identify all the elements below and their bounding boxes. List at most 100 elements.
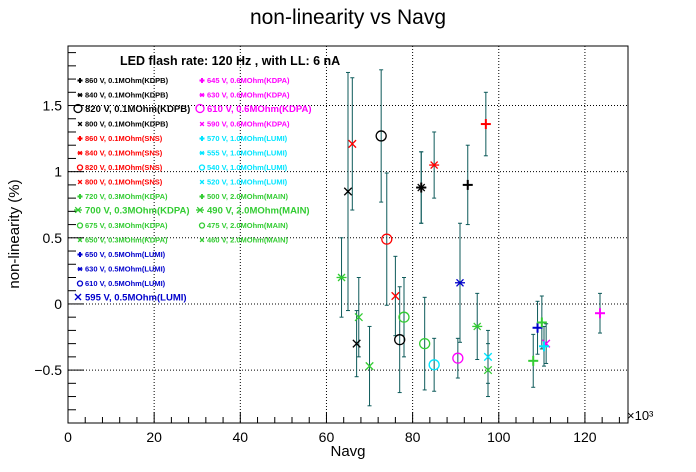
legend-marker	[199, 92, 205, 98]
legend-entry-label: 800 V, 0.1MOhm(SNS)	[85, 178, 163, 187]
plot-frame	[67, 45, 629, 424]
data-point	[354, 312, 363, 322]
legend-entry-label: 860 V, 0.1MOhm(SNS)	[85, 134, 163, 143]
data-point	[348, 139, 357, 149]
legend-entry-label: 555 V, 1.0MOhm(LUMI)	[207, 149, 288, 158]
legend-marker	[76, 164, 84, 171]
x-tick-label: 0	[64, 429, 72, 445]
data-point	[416, 183, 427, 192]
legend-entry-label: 570 V, 1.0MOhm(LUMI)	[207, 134, 288, 143]
error-bar	[379, 69, 384, 203]
legend-marker	[77, 136, 83, 141]
legend-marker	[77, 92, 83, 98]
legend-entry-label: 650 V, 0.3MOhm(KDPA)	[85, 236, 168, 245]
data-point	[532, 322, 543, 333]
data-point	[375, 130, 387, 142]
x-tick-label: 40	[233, 429, 249, 445]
x-tick-label: 100	[487, 429, 511, 445]
legend-entry-label: 840 V, 0.1MOhm(SNS)	[85, 149, 163, 158]
error-bar	[397, 286, 402, 394]
legend-marker	[77, 179, 83, 185]
legend-marker	[74, 293, 82, 301]
legend-marker	[76, 222, 84, 229]
legend-marker	[76, 280, 84, 287]
data-point	[539, 341, 549, 352]
legend-marker	[199, 121, 205, 127]
data-point	[536, 317, 547, 328]
error-bar	[422, 296, 427, 391]
legend-marker	[77, 252, 83, 257]
legend-marker	[195, 103, 205, 114]
data-point	[352, 339, 361, 348]
legend-marker	[196, 206, 204, 214]
legend-entry-label: 490 V, 2.0MOhm(MAIN)	[207, 206, 310, 217]
legend-marker	[77, 121, 83, 127]
data-point	[394, 334, 406, 346]
chart-title: non-linearity vs Navg	[250, 6, 446, 29]
x-multiplier-label: ×10³	[627, 408, 654, 423]
data-point	[483, 352, 493, 362]
legend-entry-label: 840 V, 0.1MOhm(KDPB)	[85, 91, 169, 100]
legend-marker	[77, 266, 83, 272]
legend-entry-label: 720 V, 0.3MOhm(KDPA)	[85, 192, 168, 201]
data-point	[595, 308, 605, 319]
legend-marker	[74, 206, 82, 214]
y-tick-label: 0	[54, 296, 62, 312]
legend-marker	[198, 164, 206, 171]
legend-marker	[73, 103, 83, 114]
x-axis-label: Navg	[330, 443, 365, 460]
x-tick-label: 60	[319, 429, 335, 445]
legend-marker	[77, 150, 83, 156]
data-point	[336, 273, 347, 282]
legend-marker	[199, 136, 205, 141]
error-bar	[402, 276, 406, 358]
legend-entry-label: 820 V, 0.1MOhm(KDPB)	[85, 104, 190, 115]
marker-layer	[336, 119, 605, 375]
data-point	[483, 365, 493, 375]
data-point	[381, 233, 393, 245]
data-point	[452, 352, 464, 364]
legend-entry-label: 460 V, 2.0MOhm(MAIN)	[207, 236, 288, 245]
legend-entry-label: 500 V, 2.0MOhm(MAIN)	[207, 192, 288, 201]
axis-layer: 0 20 40 60 80 100 120 −0.5 0 0.5 1 1.5	[34, 52, 620, 445]
legend-entry-label: 520 V, 1.0MOhm(LUMI)	[207, 178, 288, 187]
data-point	[419, 337, 431, 350]
legend: 860 V, 0.1MOhm(KDPB) 840 V, 0.1MOhm(KDPB)…	[73, 76, 312, 304]
legend-entry-label: 820 V, 0.1MOhm(SNS)	[85, 163, 163, 172]
legend-marker	[199, 194, 205, 199]
legend-entry-label: 610 V, 0.6MOhm(KDPA)	[207, 104, 312, 115]
error-bar	[432, 337, 437, 392]
y-axis-label: non-linearity (%)	[6, 179, 23, 288]
legend-entry-label: 595 V, 0.5MOhm(LUMI)	[85, 293, 187, 304]
legend-marker	[199, 237, 205, 243]
legend-entry-label: 800 V, 0.1MOhm(KDPB)	[85, 120, 169, 129]
legend-entry-label: 630 V, 0.6MOhm(KDPA)	[207, 91, 290, 100]
legend-marker	[199, 150, 205, 156]
data-point	[365, 361, 374, 371]
data-point	[391, 291, 400, 301]
legend-entry-label: 860 V, 0.1MOhm(KDPB)	[85, 76, 169, 85]
data-point	[429, 161, 440, 170]
legend-marker	[77, 194, 83, 199]
legend-entry-label: 645 V, 0.6MOhm(KDPA)	[207, 76, 290, 85]
x-tick-label: 80	[405, 429, 421, 445]
data-point	[398, 311, 410, 323]
legend-marker	[199, 179, 205, 185]
legend-entry-label: 630 V, 0.5MOhm(LUMI)	[85, 265, 166, 274]
data-point	[528, 355, 539, 366]
legend-marker	[77, 237, 83, 243]
x-tick-label: 120	[573, 429, 597, 445]
legend-entry-label: 650 V, 0.5MOhm(LUMI)	[85, 250, 166, 259]
data-point	[472, 322, 483, 331]
x-tick-label: 20	[146, 429, 162, 445]
y-tick-label: 1.5	[43, 98, 63, 114]
y-tick-label: 1	[54, 164, 62, 180]
data-point	[428, 359, 440, 371]
data-point	[343, 187, 353, 196]
y-tick-label: −0.5	[34, 362, 62, 378]
error-bar	[455, 337, 460, 379]
data-point	[455, 278, 465, 287]
legend-entry-label: 475 V, 2.0MOhm(MAIN)	[207, 221, 288, 230]
legend-entry-label: 675 V, 0.3MOhm(KDPA)	[85, 221, 168, 230]
legend-entry-label: 590 V, 0.6MOhm(KDPA)	[207, 120, 290, 129]
